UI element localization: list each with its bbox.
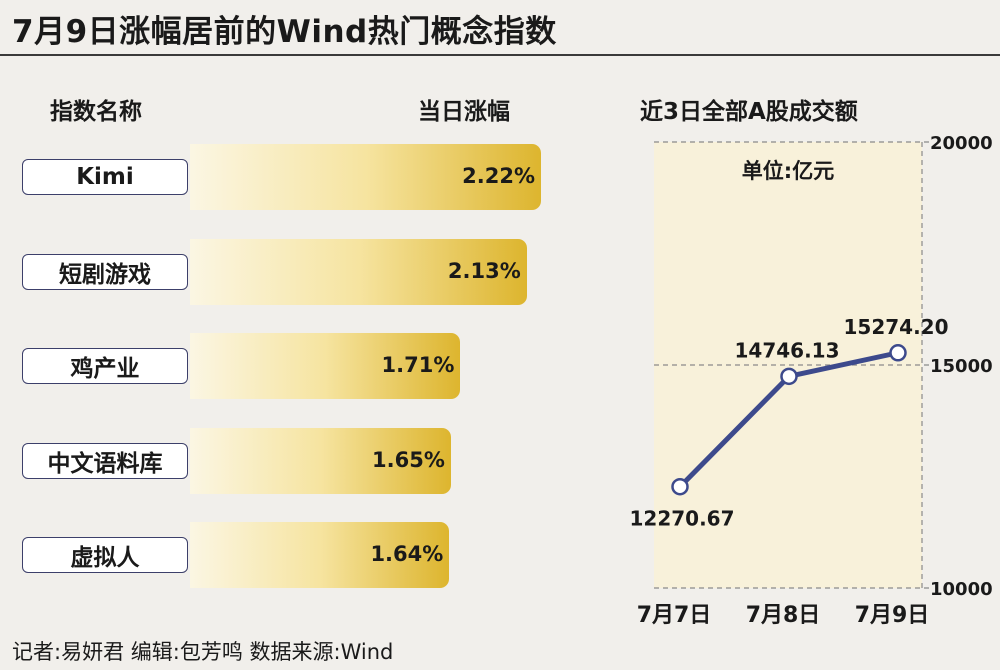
bar-value-label-3: 1.65%	[372, 447, 445, 472]
column-header-index-name: 指数名称	[50, 99, 142, 125]
bar-2	[190, 333, 461, 399]
data-point-0	[671, 477, 689, 496]
bar-category-label-0: Kimi	[22, 159, 188, 195]
bar-0	[190, 144, 541, 210]
bar-3	[190, 427, 451, 494]
bar-category-label-4: 虚拟人	[22, 537, 188, 573]
x-tick-label-2: 7月9日	[855, 603, 930, 628]
credits-footer: 记者:易妍君 编辑:包芳鸣 数据来源:Wind	[12, 640, 394, 664]
bar-category-label-1: 短剧游戏	[22, 253, 188, 290]
bar-4	[190, 522, 450, 588]
plot-area	[654, 142, 922, 588]
y-tick-label-0: 10000	[930, 579, 993, 600]
data-point-2	[889, 344, 907, 362]
bar-value-label-0: 2.22%	[462, 164, 535, 188]
turnover-chart-title: 近3日全部A股成交额	[640, 99, 858, 125]
bar-value-label-2: 1.71%	[381, 353, 455, 377]
x-tick-label-0: 7月7日	[637, 603, 712, 628]
x-tick-label-1: 7月8日	[746, 603, 821, 628]
bar-value-label-1: 2.13%	[447, 258, 521, 283]
data-value-label-0: 12270.67	[629, 507, 734, 531]
title-divider	[0, 54, 1000, 56]
data-point-1	[780, 367, 798, 386]
y-tick-label-2: 20000	[930, 133, 993, 154]
data-value-label-1: 14746.13	[734, 338, 839, 362]
bar-value-label-4: 1.64%	[370, 542, 444, 566]
bar-1	[190, 238, 527, 305]
y-tick-label-1: 15000	[930, 356, 993, 377]
column-header-daily-gain: 当日涨幅	[418, 99, 510, 125]
unit-label: 单位:亿元	[742, 159, 834, 183]
page-title: 7月9日涨幅居前的Wind热门概念指数	[12, 14, 557, 50]
bar-category-label-2: 鸡产业	[22, 348, 188, 384]
data-value-label-2: 15274.20	[843, 315, 948, 339]
bar-category-label-3: 中文语料库	[22, 442, 188, 479]
